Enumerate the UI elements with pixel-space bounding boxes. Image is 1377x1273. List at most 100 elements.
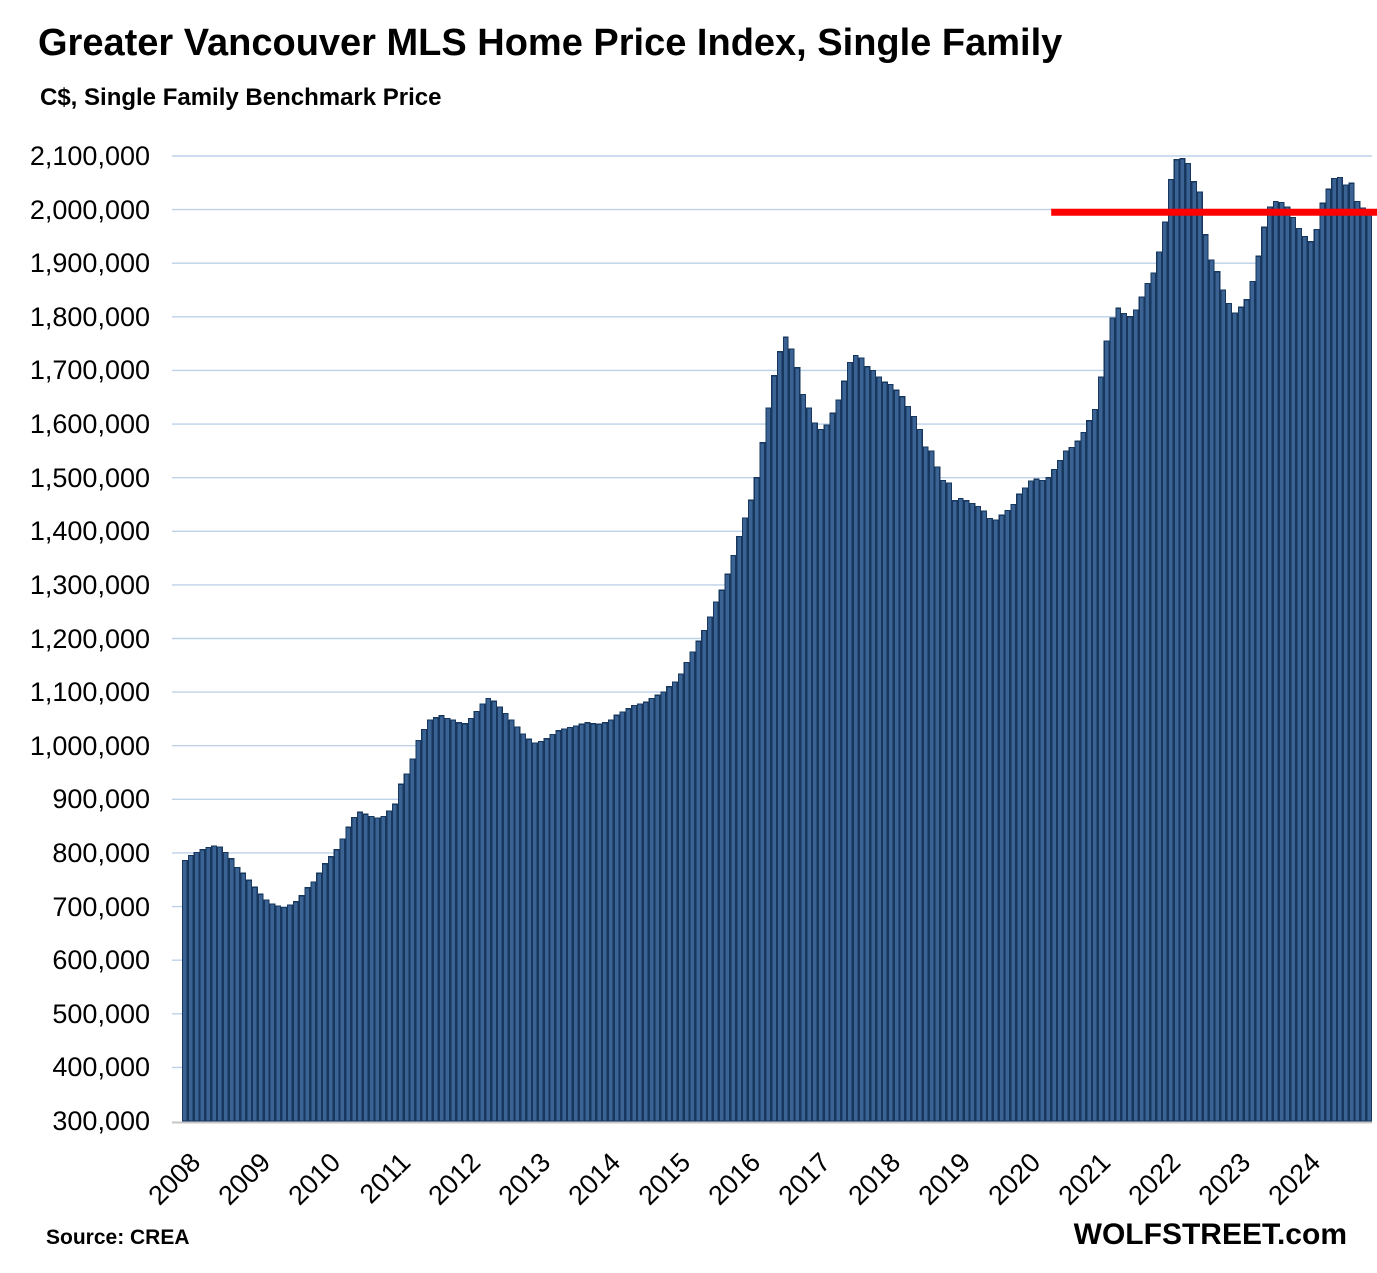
- price-bar: [298, 895, 305, 1122]
- price-bar: [316, 872, 323, 1122]
- price-bar: [992, 519, 999, 1122]
- price-bar: [759, 442, 766, 1122]
- price-bar: [916, 428, 923, 1122]
- price-bar: [666, 686, 673, 1122]
- price-bar: [275, 905, 282, 1122]
- price-bar: [572, 725, 579, 1122]
- price-bar: [1091, 408, 1098, 1122]
- price-bar: [712, 601, 719, 1122]
- price-bar: [1307, 241, 1314, 1122]
- price-bar: [1144, 282, 1151, 1122]
- price-bar: [829, 412, 836, 1122]
- price-bar: [1255, 255, 1262, 1122]
- price-bar: [584, 722, 591, 1122]
- price-bar: [1086, 420, 1093, 1122]
- price-bar: [1231, 312, 1238, 1122]
- price-bar: [1033, 478, 1040, 1122]
- brand-label: WOLFSTREET.com: [1073, 1218, 1347, 1251]
- price-bar: [636, 703, 643, 1122]
- price-bar: [981, 510, 988, 1122]
- y-axis-tick-label: 500,000: [52, 998, 150, 1029]
- price-bar: [1121, 313, 1128, 1122]
- price-bar: [421, 729, 428, 1122]
- price-bar: [403, 773, 410, 1122]
- price-bar: [1366, 210, 1373, 1122]
- price-bar: [1173, 159, 1180, 1122]
- price-bar: [683, 662, 690, 1122]
- price-bar: [386, 810, 393, 1122]
- price-bar: [450, 719, 457, 1122]
- price-bar: [1126, 316, 1133, 1122]
- price-bar: [234, 866, 241, 1122]
- price-bar: [549, 733, 556, 1122]
- price-bar: [1313, 228, 1320, 1122]
- price-bar: [292, 901, 299, 1122]
- price-bar: [817, 428, 824, 1122]
- price-bar: [701, 629, 708, 1122]
- price-bar: [870, 369, 877, 1122]
- price-bar: [228, 858, 235, 1122]
- price-bar: [1208, 259, 1215, 1122]
- price-bar: [1348, 182, 1355, 1122]
- price-bar: [456, 722, 463, 1122]
- price-bar: [310, 881, 317, 1122]
- price-bar: [922, 446, 929, 1122]
- price-bar: [438, 715, 445, 1122]
- y-axis-tick-label: 1,600,000: [29, 409, 150, 440]
- price-bar: [1301, 235, 1308, 1122]
- price-bar: [654, 694, 661, 1122]
- price-bar: [531, 742, 538, 1122]
- price-bar: [514, 726, 521, 1122]
- y-axis-tick-label: 1,800,000: [29, 301, 150, 332]
- y-axis-tick-label: 2,100,000: [29, 141, 150, 171]
- price-bar: [1237, 306, 1244, 1122]
- price-bar: [858, 357, 865, 1122]
- price-bar: [794, 367, 801, 1122]
- price-bar: [823, 424, 830, 1122]
- price-bar: [1336, 176, 1343, 1122]
- price-bar: [1220, 289, 1227, 1122]
- price-bar: [806, 407, 813, 1122]
- price-bar: [351, 816, 358, 1122]
- price-bar: [566, 726, 573, 1122]
- price-bar: [747, 499, 754, 1122]
- price-bar: [193, 851, 200, 1122]
- price-bar: [1331, 177, 1338, 1122]
- price-bar: [695, 640, 702, 1122]
- price-bar: [940, 479, 947, 1122]
- price-bar: [1185, 162, 1192, 1122]
- price-bar: [216, 846, 223, 1122]
- price-bar: [205, 846, 212, 1122]
- price-bar: [1319, 202, 1326, 1122]
- price-bar: [1249, 280, 1256, 1122]
- price-bar: [1068, 447, 1075, 1122]
- price-bar: [677, 673, 684, 1122]
- price-bar: [333, 849, 340, 1122]
- price-bar: [415, 739, 422, 1122]
- price-bar: [246, 879, 253, 1122]
- price-bar: [199, 849, 206, 1122]
- price-bar: [998, 514, 1005, 1122]
- price-bar: [596, 723, 603, 1122]
- price-bar: [1266, 206, 1273, 1122]
- price-bar: [222, 851, 229, 1122]
- price-bar: [1115, 307, 1122, 1122]
- price-bar: [975, 506, 982, 1122]
- price-bar: [520, 733, 527, 1122]
- price-bar: [986, 517, 993, 1122]
- price-bar: [951, 500, 958, 1122]
- price-bar: [508, 719, 515, 1122]
- price-bar: [496, 706, 503, 1122]
- price-bar: [1080, 432, 1087, 1122]
- price-bar: [905, 405, 912, 1122]
- price-bar: [240, 872, 247, 1122]
- price-bar: [730, 554, 737, 1122]
- price-bar: [543, 738, 550, 1122]
- price-bar: [1243, 299, 1250, 1122]
- y-axis-tick-label: 1,200,000: [29, 623, 150, 654]
- price-bar: [765, 407, 772, 1122]
- price-bar: [1226, 302, 1233, 1122]
- price-bar: [841, 380, 848, 1122]
